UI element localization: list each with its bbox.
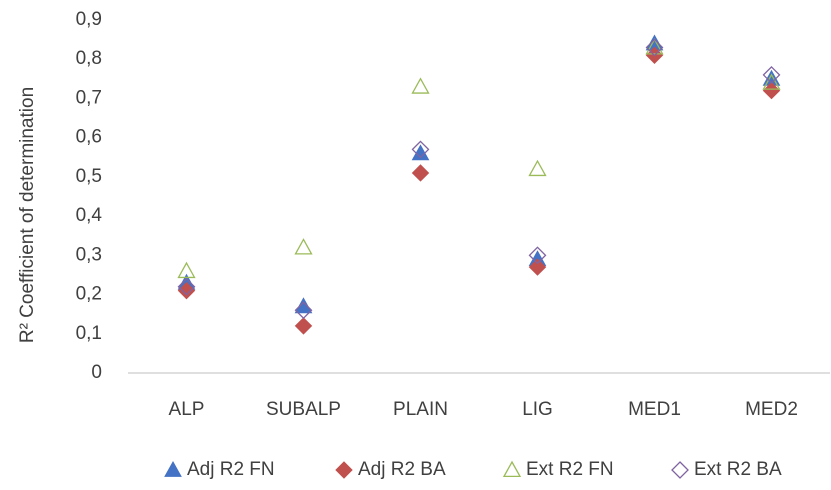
data-point (528, 159, 547, 177)
data-point (177, 281, 196, 300)
data-point (177, 261, 196, 279)
y-axis-title: R² Coefficient of determination (17, 87, 38, 343)
y-tick-label: 0,4 (76, 205, 103, 226)
data-point (294, 301, 313, 320)
legend-label: Ext R2 FN (526, 459, 614, 480)
data-point (294, 317, 313, 335)
y-tick-label: 0,3 (76, 244, 102, 265)
data-point (411, 77, 430, 94)
data-point (645, 38, 664, 55)
x-tick-label: SUBALP (266, 399, 341, 420)
data-point (528, 258, 547, 276)
x-tick-label: ALP (169, 399, 205, 420)
y-tick-label: 0,2 (76, 284, 102, 305)
x-tick-label: MED1 (628, 399, 681, 420)
legend-marker (671, 461, 689, 479)
legend-label: Ext R2 BA (694, 459, 782, 480)
y-tick-label: 0,8 (76, 48, 102, 69)
y-tick-label: 0,6 (76, 127, 102, 148)
data-point (762, 73, 781, 90)
data-point (645, 38, 664, 57)
data-point (762, 65, 781, 84)
data-point (294, 297, 313, 314)
data-point (294, 238, 313, 255)
y-tick-label: 0,9 (76, 9, 102, 30)
legend-label: Adj R2 FN (187, 459, 275, 480)
data-point (411, 164, 430, 182)
y-tick-label: 0,5 (76, 166, 102, 187)
data-point (177, 277, 196, 296)
y-tick-label: 0,1 (76, 323, 102, 344)
data-point (528, 246, 547, 265)
y-tick-label: 0,7 (76, 87, 102, 108)
legend-marker (335, 461, 353, 479)
x-tick-label: PLAIN (393, 399, 448, 420)
data-point (762, 81, 781, 100)
legend-marker (502, 460, 522, 478)
x-tick-label: MED2 (745, 399, 798, 420)
legend-label: Adj R2 BA (358, 459, 446, 480)
y-tick-label: 0 (91, 362, 102, 383)
data-point (411, 140, 430, 159)
legend-marker (164, 460, 182, 477)
x-tick-label: LIG (522, 399, 553, 420)
